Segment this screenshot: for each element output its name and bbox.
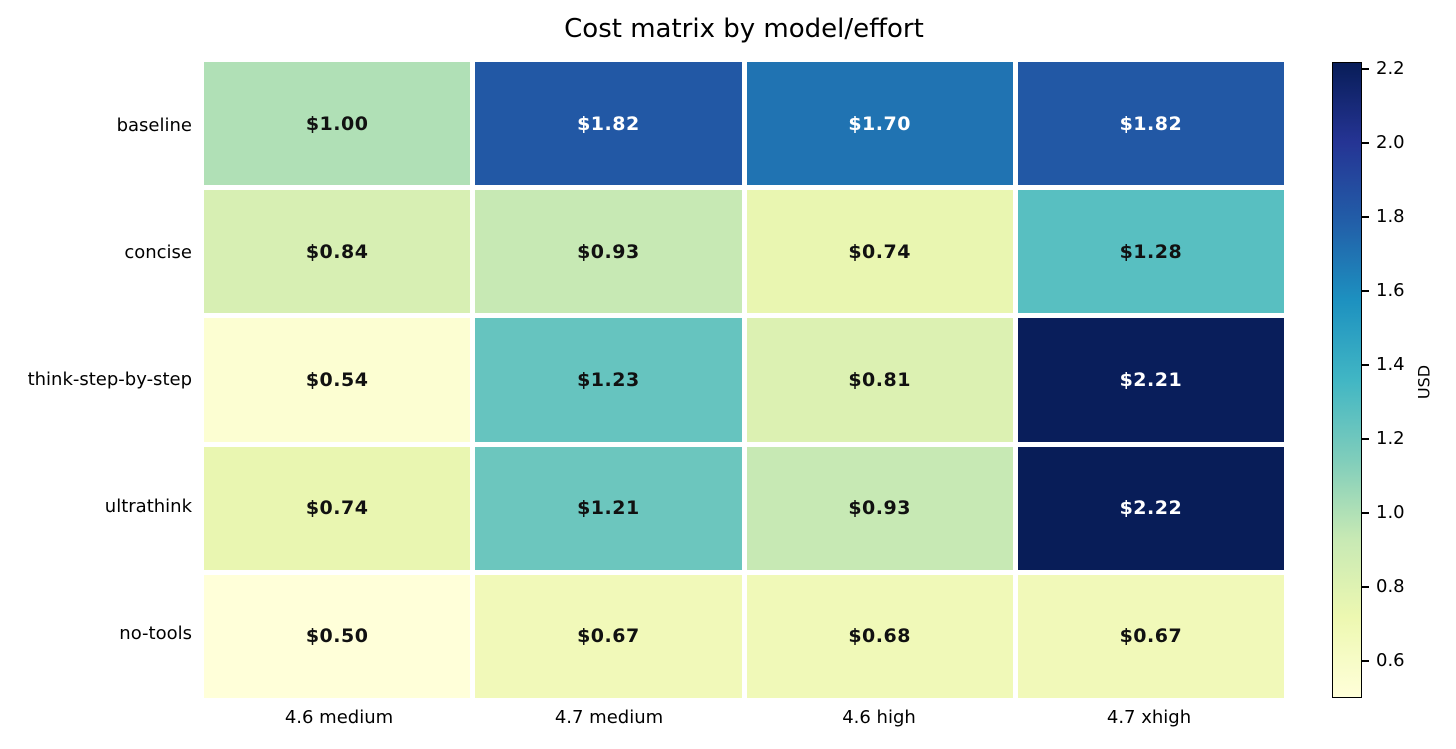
col-label: 4.7 xhigh: [1106, 707, 1192, 728]
heatmap-cell: $0.74: [746, 190, 1013, 314]
cell-value-label: $0.93: [848, 497, 911, 520]
col-label: 4.6 medium: [284, 707, 394, 728]
cell-value-label: $0.54: [305, 368, 369, 391]
heatmap-cell: $0.93: [475, 190, 742, 314]
heatmap-cell: $0.50: [204, 574, 471, 698]
col-label: 4.6 high: [842, 707, 916, 728]
colorbar-tick-label: 1.8: [1376, 206, 1405, 228]
colorbar-tick-mark: [1362, 290, 1369, 293]
colorbar-tick-mark: [1362, 586, 1369, 589]
cell-value-label: $1.00: [305, 112, 369, 135]
cell-value-label: $0.74: [848, 240, 911, 263]
colorbar-tick-label: 1.2: [1376, 428, 1405, 450]
heatmap-cell: $0.68: [746, 574, 1013, 698]
colorbar-tick-label: 1.0: [1376, 502, 1405, 524]
heatmap-cell: $1.23: [475, 318, 742, 442]
heatmap-cell: $0.74: [204, 446, 471, 570]
row-label: baseline: [116, 114, 192, 136]
colorbar-tick-mark: [1362, 660, 1369, 663]
colorbar-tick-mark: [1362, 216, 1369, 219]
chart-title: Cost matrix by model/effort: [564, 14, 924, 44]
colorbar-tick-mark: [1362, 68, 1369, 71]
colorbar-tick-label: 2.0: [1376, 132, 1405, 154]
heatmap-cell: $2.21: [1017, 318, 1284, 442]
cell-value-label: $0.67: [1119, 625, 1183, 648]
cell-value-label: $0.81: [848, 368, 911, 391]
colorbar-tick-mark: [1362, 512, 1369, 515]
cell-value-label: $0.50: [305, 625, 369, 648]
heatmap-cell: $2.22: [1017, 446, 1284, 570]
cell-value-label: $1.82: [577, 112, 640, 135]
colorbar-tick-mark: [1362, 438, 1369, 441]
cell-value-label: $2.22: [1119, 497, 1183, 520]
colorbar-tick-label: 1.4: [1376, 354, 1405, 376]
cell-value-label: $0.67: [577, 625, 640, 648]
cell-value-label: $1.82: [1119, 112, 1183, 135]
heatmap-cell: $0.84: [204, 190, 471, 314]
row-label: no-tools: [119, 623, 192, 645]
heatmap-cell: $1.82: [475, 62, 742, 186]
colorbar-tick-label: 0.8: [1376, 576, 1405, 598]
colorbar-tick-label: 1.6: [1376, 280, 1405, 302]
heatmap-cell: $1.28: [1017, 190, 1284, 314]
cell-value-label: $2.21: [1119, 368, 1183, 391]
cell-value-label: $0.68: [848, 625, 911, 648]
colorbar-tick-mark: [1362, 142, 1369, 145]
cell-value-label: $1.28: [1119, 240, 1183, 263]
row-label: concise: [124, 241, 192, 263]
cell-value-label: $1.70: [848, 112, 911, 135]
cell-value-label: $0.74: [305, 497, 369, 520]
cell-value-label: $1.21: [577, 497, 640, 520]
heatmap-cell: $1.70: [746, 62, 1013, 186]
cell-value-label: $0.84: [305, 240, 369, 263]
heatmap-cell: $0.67: [1017, 574, 1284, 698]
colorbar-tick-mark: [1362, 364, 1369, 367]
heatmap-cell: $1.00: [204, 62, 471, 186]
heatmap-cell: $1.82: [1017, 62, 1284, 186]
colorbar: [1332, 62, 1362, 698]
cell-value-label: $1.23: [577, 368, 640, 391]
heatmap-cell: $1.21: [475, 446, 742, 570]
heatmap-cell: $0.67: [475, 574, 742, 698]
colorbar-tick-label: 0.6: [1376, 650, 1405, 672]
heatmap-cell: $0.54: [204, 318, 471, 442]
heatmap-cell: $0.93: [746, 446, 1013, 570]
cell-value-label: $0.93: [577, 240, 640, 263]
heatmap-cell: $0.81: [746, 318, 1013, 442]
colorbar-tick-label: 2.2: [1376, 58, 1405, 80]
heatmap-grid: $1.00 $1.82 $1.70 $1.82 $0.84 $0.93 $0.74 $1.28…: [204, 62, 1284, 698]
col-label: 4.7 medium: [554, 707, 664, 728]
row-label: ultrathink: [104, 496, 192, 518]
colorbar-axis-label: USD: [1414, 364, 1434, 400]
row-label: think-step-by-step: [27, 369, 192, 390]
